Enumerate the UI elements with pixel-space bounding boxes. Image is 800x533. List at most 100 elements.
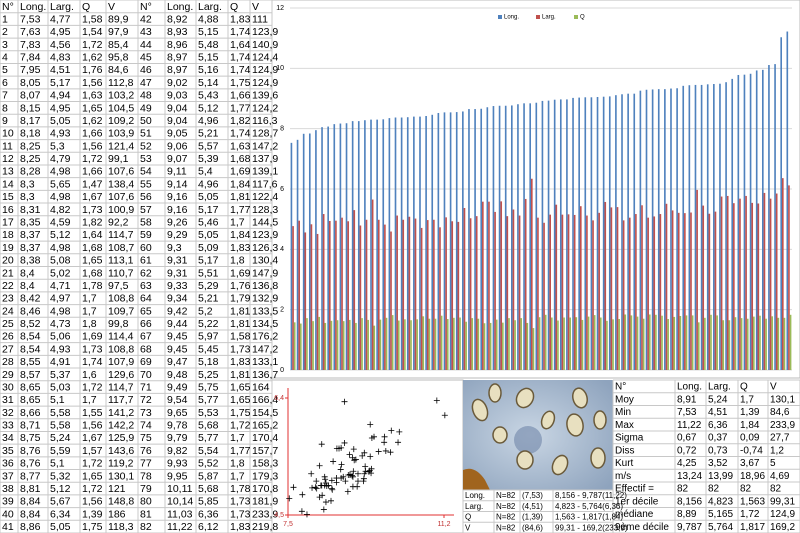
table-cell: 1,77 [230, 102, 251, 114]
table-cell: 5,02 [50, 267, 71, 279]
stats-cell: 9ème décile [615, 522, 669, 533]
bar [685, 315, 688, 370]
table-cell: 1,81 [230, 305, 251, 317]
bar [610, 207, 613, 370]
scatter-point [381, 433, 388, 440]
bar [520, 318, 523, 370]
bar [312, 321, 314, 370]
bar [679, 316, 682, 370]
table-cell: 5,1 [50, 458, 65, 470]
table-cell: 8,97 [167, 64, 188, 76]
table-cell: 8,84 [20, 496, 41, 508]
table-cell: 56 [140, 191, 152, 203]
bar [379, 319, 382, 370]
table-cell: 108,8 [108, 343, 134, 355]
bar [342, 321, 345, 370]
scatter-point [318, 441, 325, 448]
stats-cell: 130,1 [770, 394, 795, 405]
bar [449, 112, 452, 371]
bar [561, 214, 564, 370]
table-cell: 8,92 [167, 13, 188, 25]
table-cell: 5,29 [198, 280, 219, 292]
table-cell: 158,3 [252, 458, 278, 470]
bar [439, 227, 441, 370]
scatter-point [354, 483, 361, 490]
table-cell: 1,62 [82, 52, 103, 64]
table-cell: 181,9 [252, 496, 278, 508]
bar [676, 88, 678, 370]
scatter-point [322, 479, 329, 486]
bar [511, 105, 513, 371]
table-cell: 118,3 [108, 521, 134, 533]
stats-cell: 6,36 [708, 420, 728, 431]
bar [535, 102, 538, 371]
bar [716, 315, 718, 370]
table-cell: 26 [2, 331, 14, 343]
bar [783, 317, 786, 370]
table-cell: 9,05 [167, 128, 188, 140]
table-cell: 5,77 [198, 394, 219, 406]
bar [382, 119, 385, 370]
table-cell: 5,12 [50, 229, 71, 241]
scatter-point [316, 462, 323, 469]
table-cell: 1,56 [82, 496, 103, 508]
table-cell: 7,84 [20, 52, 41, 64]
table-cell: 4,88 [198, 13, 219, 25]
table-cell: 121 [108, 483, 126, 495]
bar [587, 316, 590, 370]
scatter-point [350, 446, 357, 453]
table-cell: 116,3 [252, 115, 278, 127]
table-cell: 154,5 [252, 407, 278, 419]
table-cell: 21 [2, 267, 14, 279]
table-cell: 1,84 [230, 178, 251, 190]
table-cell: 1,39 [82, 508, 103, 520]
table-cell: 1,7 [230, 216, 245, 228]
bar [428, 318, 431, 370]
table-cell: 13 [2, 166, 14, 178]
bar [775, 193, 778, 370]
bar [419, 116, 421, 370]
stats-cell: Effectif = [615, 484, 654, 495]
table-cell: 11 [2, 140, 13, 152]
table-cell: 5,65 [50, 178, 71, 190]
table-cell: 1,65 [82, 102, 103, 114]
table-cell: 1,81 [230, 191, 251, 203]
table-cell: 8,37 [20, 242, 41, 254]
caption-cell: V [465, 523, 471, 532]
bar [639, 90, 642, 370]
table-cell: 4,91 [50, 356, 71, 368]
caption-cell: (1,39) [522, 513, 543, 522]
table-cell: 179,3 [252, 470, 278, 482]
table-cell: 50 [140, 115, 152, 127]
table-cell: 4,56 [50, 39, 71, 51]
stats-cell: 1er décile [615, 496, 659, 507]
x-tick-label: 11,2 [437, 521, 450, 528]
y-tick-label: 12 [276, 5, 284, 12]
stats-cell: 7,53 [677, 407, 697, 418]
table-cell: 1,57 [82, 445, 103, 457]
table-cell: 1,77 [230, 445, 251, 457]
scatter-point [286, 495, 293, 502]
bar [474, 109, 476, 370]
bar [749, 73, 752, 370]
stats-cell: 1,7 [740, 394, 754, 405]
bar [440, 315, 443, 370]
table-cell: 4,98 [50, 305, 71, 317]
table-cell: 1,79 [230, 293, 251, 305]
table-cell: 1,65 [82, 255, 103, 267]
bar [696, 189, 698, 370]
bar [388, 118, 391, 370]
table-cell: 5,67 [50, 496, 71, 508]
bar [657, 89, 660, 371]
table-cell: 9,07 [167, 153, 188, 165]
bar [704, 317, 706, 370]
bar [608, 96, 611, 370]
scatter-point [328, 477, 335, 484]
bar [572, 97, 574, 370]
caption-cell: Q [465, 513, 471, 522]
table-cell: 60 [140, 242, 152, 254]
table-cell: 9,33 [167, 280, 188, 292]
bar [722, 320, 725, 370]
table-cell: 57 [140, 204, 152, 216]
scatter-point [360, 478, 367, 485]
